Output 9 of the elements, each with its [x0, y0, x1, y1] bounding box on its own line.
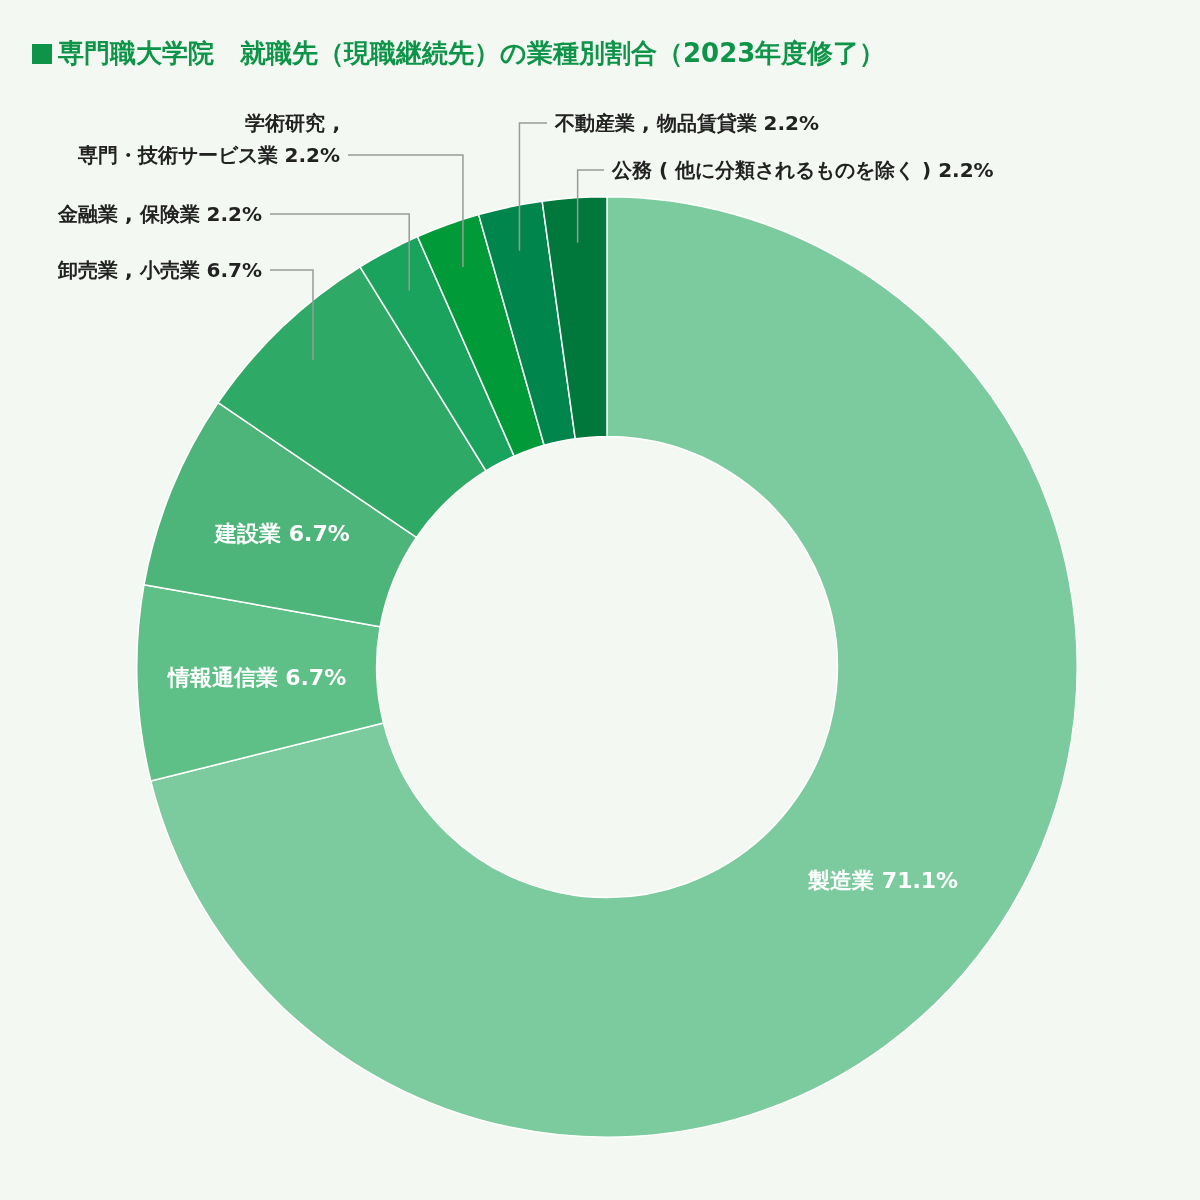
slice-label: 金融業 , 保険業 2.2%: [57, 202, 262, 227]
slice-label: 不動産業 , 物品賃貸業 2.2%: [554, 111, 819, 136]
slice-label: 公務 ( 他に分類されるものを除く ) 2.2%: [611, 158, 994, 183]
slice-label: 製造業 71.1%: [807, 868, 959, 894]
chart-title: 専門職大学院 就職先（現職継続先）の業種別割合（2023年度修了）: [58, 37, 886, 70]
slice-label: 卸売業 , 小売業 6.7%: [57, 258, 262, 283]
slice-label: 建設業 6.7%: [213, 520, 350, 546]
slice-label: 学術研究 , 専門・技術サービス業 2.2%: [76, 111, 340, 168]
slice-label: 情報通信業 6.7%: [165, 664, 347, 690]
